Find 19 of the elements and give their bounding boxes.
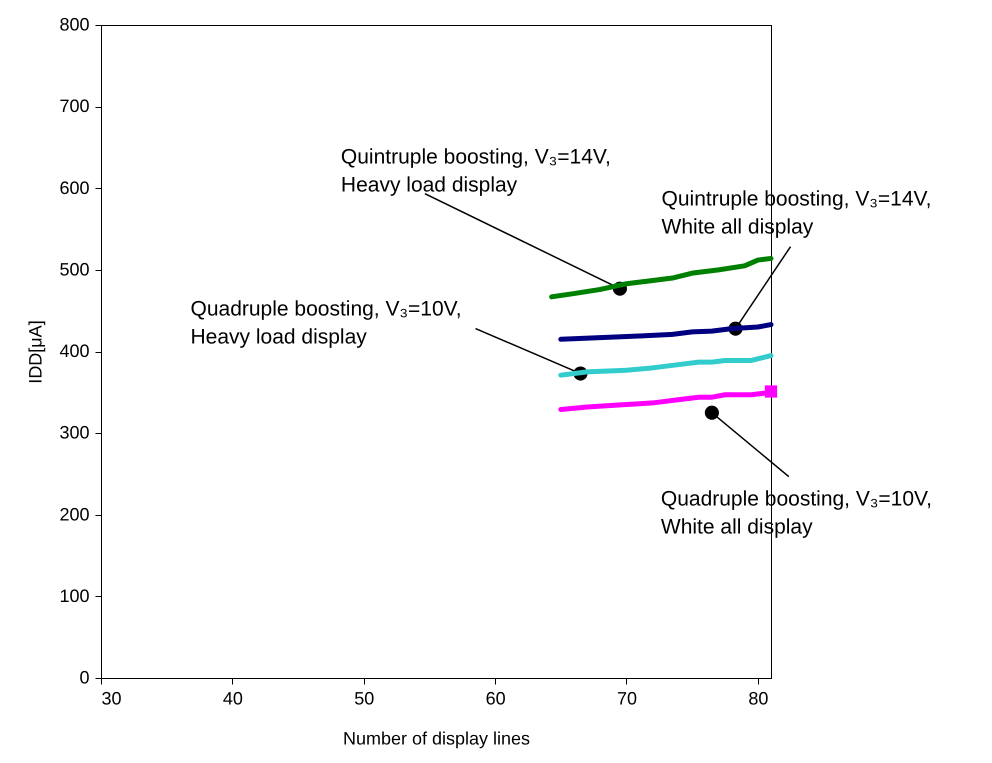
x-tick-label: 60 [486,688,506,708]
x-tick-label: 40 [222,688,243,708]
y-tick-label: 100 [59,586,90,606]
y-tick-label: 400 [59,341,90,361]
x-tick-label: 70 [616,688,638,708]
y-tick-label: 500 [59,259,90,280]
annotation: Quintruple boosting, V₃=14V, Heavy load display [340,146,611,197]
y-axis-title: IDD[μA] [25,320,46,384]
y-tick-label: 600 [59,178,90,198]
annotation: Quadruple boosting, V₃=10V, Heavy load display [190,298,462,349]
y-tick-label: 0 [79,668,90,688]
y-tick-label: 700 [59,96,90,116]
x-tick-label: 80 [748,688,768,708]
x-tick-label: 30 [102,688,122,708]
x-tick-label: 50 [354,688,374,708]
x-axis-title: Number of display lines [342,728,530,748]
y-tick-label: 200 [59,504,90,524]
y-tick-label: 300 [59,422,90,443]
y-tick-label: 800 [59,14,90,34]
